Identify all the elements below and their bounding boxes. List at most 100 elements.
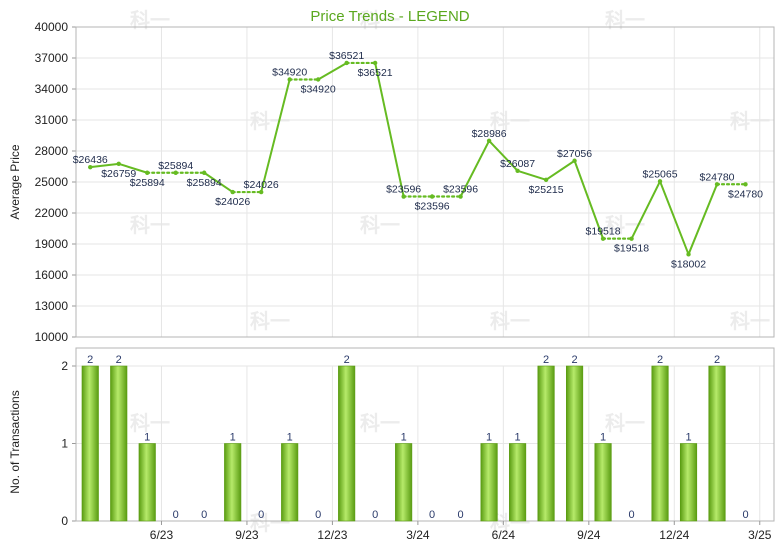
chart-title: Price Trends - LEGEND — [310, 8, 469, 25]
price-data-label: $24026 — [215, 196, 250, 208]
price-point — [486, 138, 492, 144]
price-point — [429, 194, 435, 199]
transaction-count-label: 0 — [628, 509, 634, 521]
price-point — [629, 236, 634, 241]
price-axis-title: Average Price — [8, 144, 22, 219]
watermark-text: 科一 — [130, 411, 170, 435]
price-line-panel: 10000 13000 16000 19000 22000 25000 28000 31000… — [35, 20, 775, 344]
transaction-bar — [338, 365, 356, 522]
transaction-bar — [566, 365, 584, 522]
price-line-segment — [630, 180, 662, 240]
price-tick-label: 40000 — [35, 20, 69, 34]
transaction-count-label: 2 — [572, 354, 578, 366]
price-point — [88, 164, 93, 170]
x-tick-label: 3/25 — [748, 528, 772, 542]
price-point — [686, 252, 691, 257]
price-data-label: $23596 — [415, 201, 450, 213]
transaction-count-label: 0 — [258, 509, 264, 521]
transaction-count-label: 2 — [543, 354, 549, 366]
watermark-text: 科一 — [130, 8, 170, 32]
transaction-bar — [594, 443, 612, 522]
watermark-text: 科一 — [730, 109, 770, 133]
transactions-bar-panel: 0 1 2 2 2 1 0 0 1 0 1 0 2 0 1 0 0 1 1 2 2 1 0 2 1 2 0 6/23 9/23 12/23… — [61, 347, 775, 542]
watermark-text: 科一 — [130, 213, 170, 237]
price-tick-label: 10000 — [35, 330, 69, 344]
price-point — [344, 60, 349, 66]
price-data-label: $24780 — [699, 171, 734, 183]
transaction-count-label: 1 — [515, 432, 521, 444]
price-data-label: $34920 — [301, 83, 336, 95]
price-line-segment — [687, 183, 719, 256]
watermark-text: 科一 — [250, 309, 290, 333]
price-point — [315, 77, 321, 82]
price-data-label: $34920 — [272, 66, 307, 78]
transaction-count-label: 0 — [201, 509, 207, 521]
watermark-text: 科一 — [490, 109, 530, 133]
price-point — [714, 182, 720, 187]
price-data-label: $24780 — [728, 188, 763, 200]
watermark-text: 科一 — [730, 309, 770, 333]
transaction-count-label: 2 — [714, 354, 720, 366]
x-tick-label: 9/23 — [235, 528, 259, 542]
price-line-segment — [459, 139, 491, 198]
price-data-label: $36521 — [329, 50, 364, 62]
price-line-segment — [374, 61, 405, 198]
watermark-text: 科一 — [360, 8, 400, 32]
price-point — [230, 189, 235, 195]
transaction-bar — [138, 443, 156, 522]
price-line-segment — [488, 139, 519, 172]
price-data-label: $19518 — [614, 243, 649, 255]
transactions-tick-label: 0 — [61, 514, 68, 528]
transaction-bar — [110, 365, 128, 522]
transaction-count-label: 0 — [173, 509, 179, 521]
transaction-count-label: 0 — [742, 509, 748, 521]
transactions-tick-label: 1 — [61, 437, 68, 451]
price-data-label: $25065 — [643, 168, 678, 180]
transaction-count-label: 1 — [401, 432, 407, 444]
price-tick-label: 13000 — [35, 299, 69, 313]
price-tick-label: 37000 — [35, 51, 69, 65]
transaction-count-label: 1 — [685, 432, 691, 444]
price-point — [515, 168, 520, 173]
transaction-count-label: 2 — [344, 354, 350, 366]
transaction-count-label: 2 — [87, 354, 93, 366]
transactions-plot-frame — [75, 347, 775, 522]
price-line-segment — [117, 162, 149, 174]
price-tick-label: 28000 — [35, 144, 69, 158]
price-point — [572, 158, 577, 163]
x-tick-label: 9/24 — [577, 528, 601, 542]
price-point — [145, 170, 150, 175]
price-line-segment — [317, 61, 348, 81]
price-point — [287, 77, 292, 82]
price-data-label: $25894 — [187, 177, 222, 189]
price-data-label: $25894 — [158, 160, 193, 172]
price-tick-label: 31000 — [35, 113, 69, 127]
price-data-label: $23596 — [386, 184, 421, 196]
transaction-bar — [708, 365, 726, 522]
watermark-text: 科一 — [360, 213, 400, 237]
price-data-label: $27056 — [557, 148, 592, 160]
price-tick-label: 25000 — [35, 175, 69, 189]
price-data-label: $25894 — [130, 177, 165, 189]
price-point — [372, 60, 378, 66]
price-tick-label: 22000 — [35, 206, 69, 220]
transactions-axis-title: No. of Transactions — [8, 390, 22, 493]
transaction-count-label: 0 — [372, 509, 378, 521]
transaction-bar — [81, 365, 99, 522]
price-point — [202, 170, 207, 175]
price-point — [600, 236, 606, 241]
price-line-segment — [659, 180, 690, 256]
transaction-bar — [509, 443, 527, 522]
x-tick-label: 6/24 — [492, 528, 516, 542]
price-point — [258, 189, 264, 195]
price-data-label: $36521 — [358, 67, 393, 79]
transaction-count-label: 1 — [287, 432, 293, 444]
price-point — [543, 177, 549, 182]
price-data-label: $25215 — [529, 184, 564, 196]
transaction-count-label: 0 — [315, 509, 321, 521]
price-tick-label: 16000 — [35, 268, 69, 282]
transaction-count-label: 1 — [144, 432, 150, 444]
transaction-count-label: 2 — [116, 354, 122, 366]
